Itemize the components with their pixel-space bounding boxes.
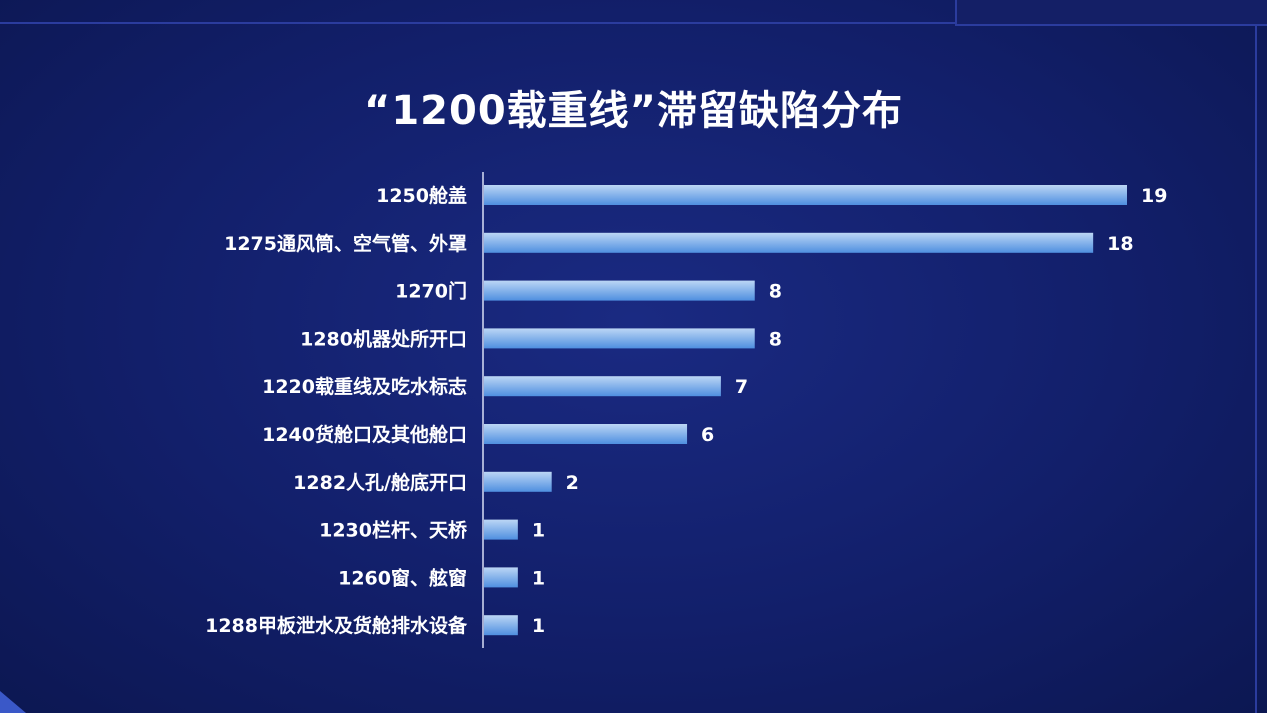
bar: [484, 185, 1127, 205]
data-label: 6: [701, 424, 714, 446]
corner-decoration: [0, 691, 26, 713]
bar: [484, 232, 1094, 253]
category-label: 1260窗、舷窗: [338, 566, 467, 589]
category-label: 1240货舱口及其他舱口: [262, 423, 467, 446]
data-label: 1: [532, 615, 545, 637]
data-label: 18: [1107, 233, 1133, 255]
bar: [484, 615, 518, 636]
data-label: 8: [769, 281, 782, 303]
data-label: 1: [532, 520, 545, 542]
category-label: 1250舱盖: [376, 184, 467, 207]
frame-right-line: [1255, 24, 1257, 713]
category-label: 1270门: [395, 280, 467, 303]
data-label: 2: [566, 472, 579, 494]
bar: [484, 280, 755, 301]
bar: [484, 424, 688, 444]
bar: [484, 519, 518, 540]
frame-top-notch: [955, 0, 1267, 26]
data-label: 1: [532, 567, 545, 589]
bar: [484, 471, 552, 492]
category-label: 1280机器处所开口: [300, 327, 467, 350]
frame-top-line: [0, 22, 1267, 24]
bar: [484, 328, 755, 349]
category-label: 1288甲板泄水及货舱排水设备: [205, 614, 468, 637]
category-label: 1282人孔/舱底开口: [293, 471, 467, 494]
data-label: 8: [769, 328, 782, 350]
data-label: 7: [735, 376, 748, 398]
category-label: 1275通风筒、空气管、外罩: [224, 232, 467, 255]
chart-title: “1200载重线”滞留缺陷分布: [364, 88, 903, 134]
category-label: 1220载重线及吃水标志: [262, 375, 467, 398]
category-label: 1230栏杆、天桥: [319, 519, 468, 542]
data-label: 19: [1141, 185, 1167, 207]
bar: [484, 567, 518, 588]
bar: [484, 376, 721, 397]
